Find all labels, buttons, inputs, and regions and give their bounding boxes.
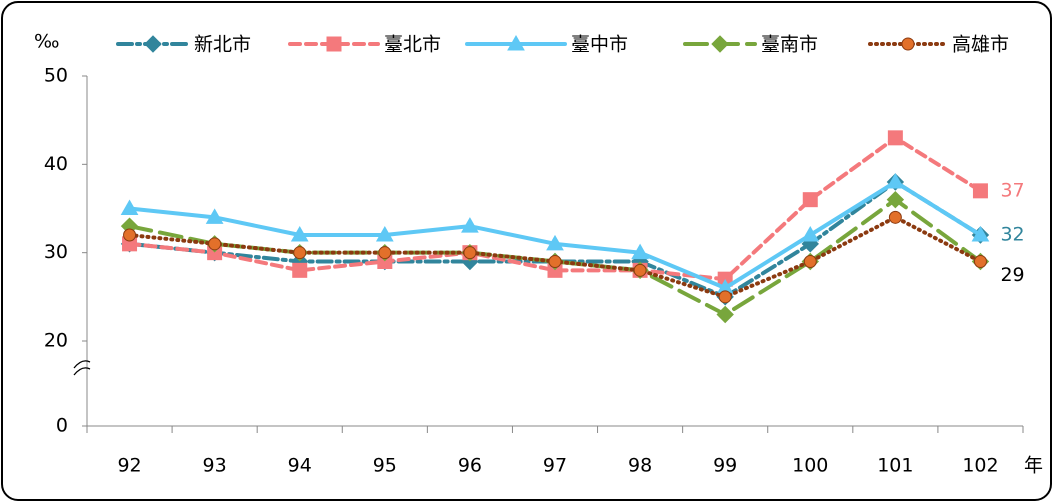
legend-label: 新北市 <box>194 34 251 56</box>
legend-label: 高雄市 <box>952 34 1009 56</box>
point <box>888 210 902 224</box>
legend-marker <box>507 34 525 51</box>
x-tick-label: 95 <box>373 455 397 477</box>
y-unit: ‰ <box>34 31 60 53</box>
point <box>716 305 734 324</box>
x-tick-label: 96 <box>458 455 482 477</box>
point <box>718 290 732 304</box>
point <box>631 243 649 260</box>
point <box>293 246 307 260</box>
legend-marker <box>711 35 729 53</box>
legend-marker <box>326 36 342 52</box>
point <box>461 217 479 233</box>
x-tick-label: 100 <box>792 455 828 477</box>
x-tick-label: 98 <box>628 455 652 477</box>
point <box>633 263 647 277</box>
data-label: 37 <box>1000 179 1024 201</box>
x-tick-label: 94 <box>288 455 312 477</box>
legend-label: 臺南市 <box>761 34 818 56</box>
point <box>546 234 564 251</box>
y-tick-label: 40 <box>44 153 68 175</box>
x-tick-label: 102 <box>962 455 998 477</box>
point <box>375 225 394 242</box>
point <box>123 228 137 242</box>
y-tick-label: 30 <box>44 241 68 263</box>
y-tick-label: 0 <box>56 415 68 437</box>
point <box>463 246 477 260</box>
legend-marker <box>901 37 915 51</box>
legend-marker <box>144 35 162 53</box>
x-unit: 年 <box>1024 455 1043 477</box>
point <box>801 225 820 242</box>
point <box>886 190 905 209</box>
point <box>972 183 988 199</box>
legend-label: 臺北市 <box>384 34 441 56</box>
data-label: 32 <box>1000 224 1024 246</box>
point <box>290 225 309 242</box>
x-tick-label: 101 <box>877 455 913 477</box>
point <box>378 246 392 260</box>
x-tick-label: 92 <box>117 455 141 477</box>
point <box>973 255 987 268</box>
x-tick-label: 97 <box>543 455 567 477</box>
y-tick-label: 50 <box>44 65 68 87</box>
point <box>292 262 308 278</box>
data-label: 29 <box>1000 264 1024 286</box>
legend-label: 臺中市 <box>571 34 628 56</box>
point <box>205 208 224 224</box>
point <box>802 192 818 208</box>
point <box>886 172 905 189</box>
point <box>971 225 990 242</box>
point <box>120 199 139 215</box>
point <box>208 237 222 251</box>
y-tick-label: 20 <box>44 330 68 352</box>
point <box>887 130 903 146</box>
x-tick-label: 99 <box>713 455 737 477</box>
axis-break <box>73 360 91 376</box>
point <box>803 255 817 268</box>
x-tick-label: 93 <box>203 455 227 477</box>
point <box>548 255 562 268</box>
